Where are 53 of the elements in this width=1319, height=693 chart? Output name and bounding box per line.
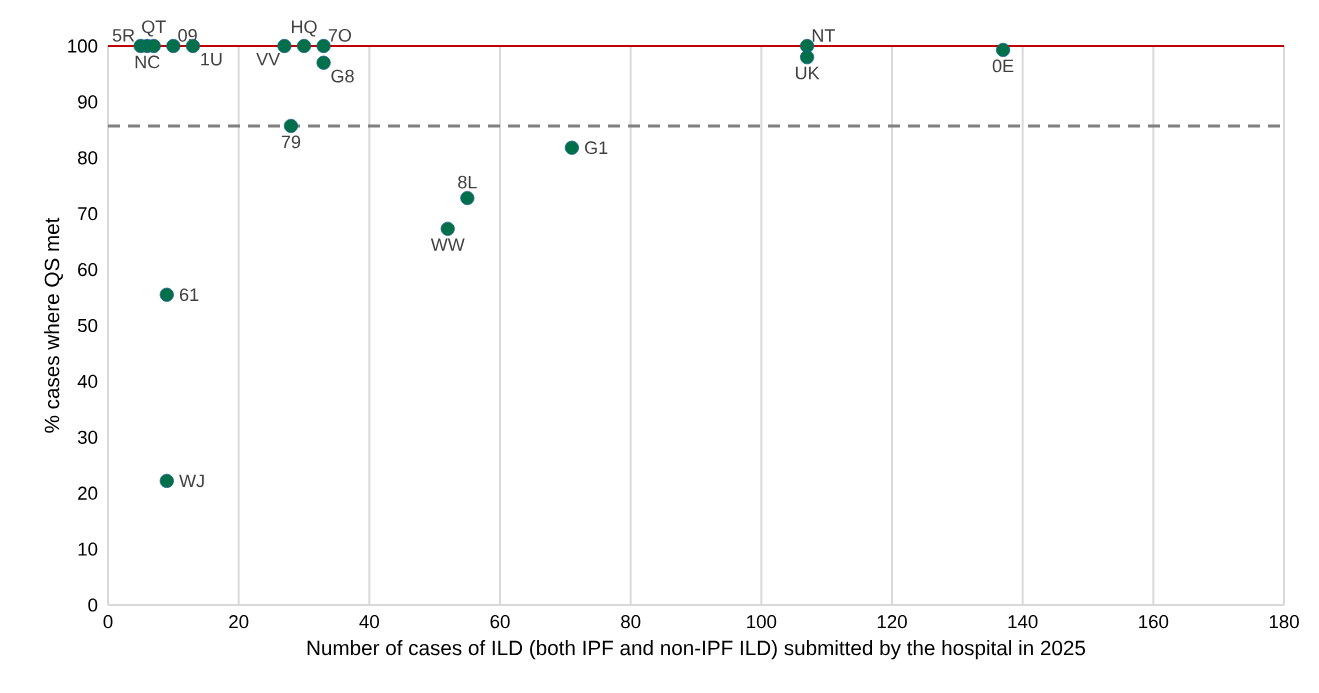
y-tick-label: 10 xyxy=(78,542,98,556)
point xyxy=(146,38,161,54)
x-tick-label: 180 xyxy=(1269,615,1299,629)
annotation: UK xyxy=(795,66,820,80)
annotation: VV xyxy=(256,52,281,66)
x-axis-title: Number of cases of ILD (both IPF and non-IPF ILD) submitted by the hospital in 2025 xyxy=(307,640,1086,660)
annotation: NT xyxy=(812,29,835,42)
point xyxy=(296,38,312,54)
x-tick-label: 120 xyxy=(877,615,907,629)
y-axis-title: % cases where QS met xyxy=(44,217,63,433)
point xyxy=(277,38,292,54)
annotation: 8L xyxy=(458,175,477,189)
annotation: 0E xyxy=(992,59,1014,73)
y-tick-label: 100 xyxy=(68,39,98,53)
x-tick-label: 60 xyxy=(490,615,510,629)
y-tick-label: 0 xyxy=(88,598,98,612)
x-tick-label: 40 xyxy=(359,615,379,629)
point xyxy=(460,190,475,206)
point xyxy=(159,473,174,488)
annotation: 1U xyxy=(201,52,222,66)
point xyxy=(159,287,174,302)
annotation: QT xyxy=(142,20,166,37)
y-tick-label: 60 xyxy=(78,262,98,277)
y-tick-label: 90 xyxy=(78,95,98,109)
annotation: G8 xyxy=(331,69,354,83)
y-tick-label: 80 xyxy=(78,151,98,165)
annotation: G1 xyxy=(585,141,608,155)
x-tick-label: 160 xyxy=(1139,615,1169,629)
y-tick-label: 50 xyxy=(77,318,98,333)
y-tick-label: 70 xyxy=(78,207,98,221)
annotation: HQ xyxy=(291,20,317,37)
y-tick-label: 40 xyxy=(77,374,98,389)
point xyxy=(316,38,331,54)
y-tick-label: 20 xyxy=(78,486,98,500)
x-tick-label: 80 xyxy=(621,615,641,629)
annotation: WJ xyxy=(179,474,204,488)
y-tick-label: 30 xyxy=(77,430,98,444)
x-tick-label: 140 xyxy=(1008,615,1038,629)
x-tick-label: 100 xyxy=(747,615,777,629)
annotation: 61 xyxy=(179,288,199,302)
point xyxy=(283,118,299,133)
point xyxy=(440,221,455,236)
annotation: 7O xyxy=(328,28,352,42)
annotation: 79 xyxy=(281,135,301,149)
x-tick-label: 20 xyxy=(229,615,249,629)
x-tick-label: 0 xyxy=(103,615,113,629)
point xyxy=(564,140,579,155)
annotation: WW xyxy=(430,238,465,251)
point xyxy=(800,50,815,65)
point xyxy=(316,55,331,70)
point xyxy=(996,42,1011,57)
annotation: 5R xyxy=(112,29,135,42)
annotation: NC xyxy=(135,55,160,69)
